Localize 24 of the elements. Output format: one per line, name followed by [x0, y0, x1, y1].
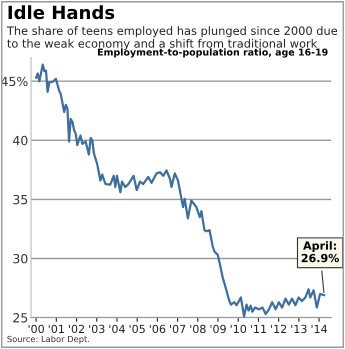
y-tick-label: 30	[13, 254, 28, 264]
x-tick-label: '03	[89, 324, 104, 334]
source-note: Source: Labor Dept.	[7, 336, 90, 344]
annotation: April: 26.9%	[302, 241, 340, 262]
x-tick-label: '09	[210, 324, 226, 334]
y-tick-label: 45%	[1, 76, 28, 86]
x-tick-label: '12	[271, 324, 286, 333]
x-tick-label: '07	[170, 324, 186, 334]
x-tick-label: '13	[291, 324, 307, 334]
y-tick-label: 25	[13, 313, 28, 323]
y-axis-title: Employment-to-population ratio, age 16-19	[98, 48, 328, 58]
x-tick-label: '08	[190, 324, 206, 334]
x-tick-label: '10	[230, 324, 246, 334]
x-tick-label: '00	[28, 324, 44, 334]
x-tick-label: '11	[250, 324, 266, 333]
x-tick-label: '02	[69, 324, 84, 334]
x-tick-label: '06	[150, 324, 166, 334]
x-tick-label: '04	[109, 324, 125, 334]
chart-title: Idle Hands	[8, 5, 114, 20]
x-tick-label: '14	[312, 324, 328, 333]
y-tick-label: 40	[12, 136, 28, 146]
y-tick-label: 35	[13, 194, 28, 204]
x-tick-label: '05	[130, 324, 145, 334]
x-tick-label: '01	[48, 324, 64, 334]
